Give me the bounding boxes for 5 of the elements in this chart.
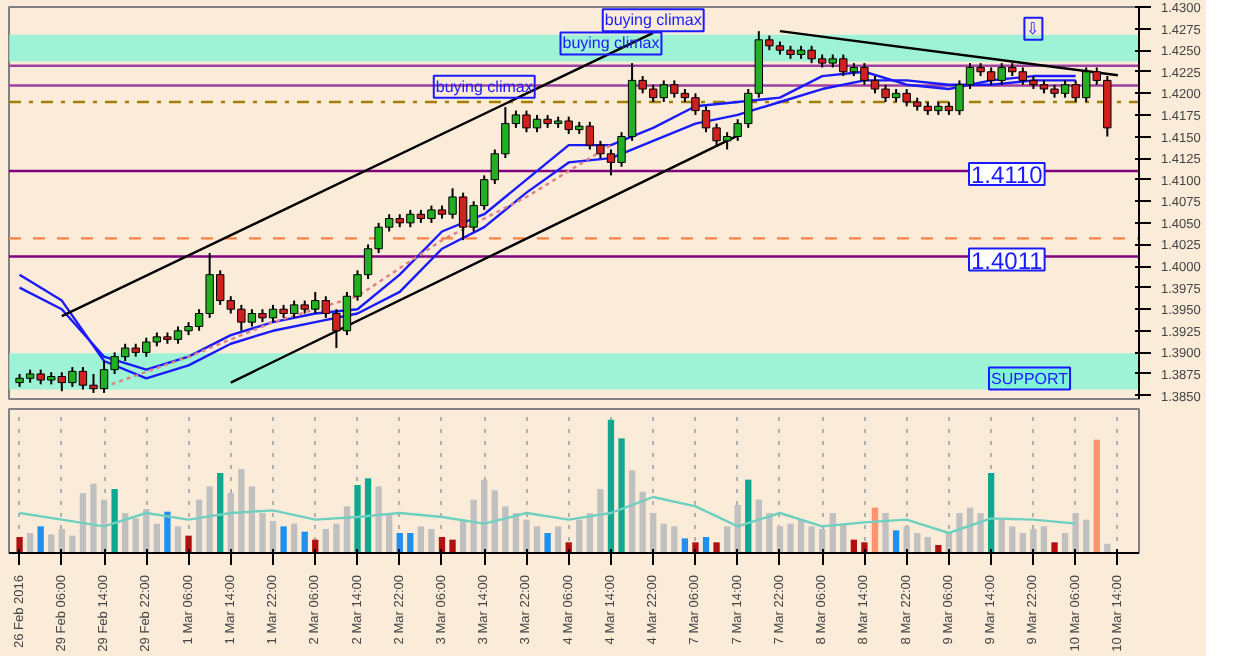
ref-line-label: 1.4011	[971, 246, 1044, 275]
annotation: buying climax	[604, 11, 702, 30]
ref-line-label: 1.4110	[971, 161, 1044, 190]
annotation: ⇩	[1026, 19, 1041, 38]
band-label: SUPPORT	[991, 369, 1069, 388]
